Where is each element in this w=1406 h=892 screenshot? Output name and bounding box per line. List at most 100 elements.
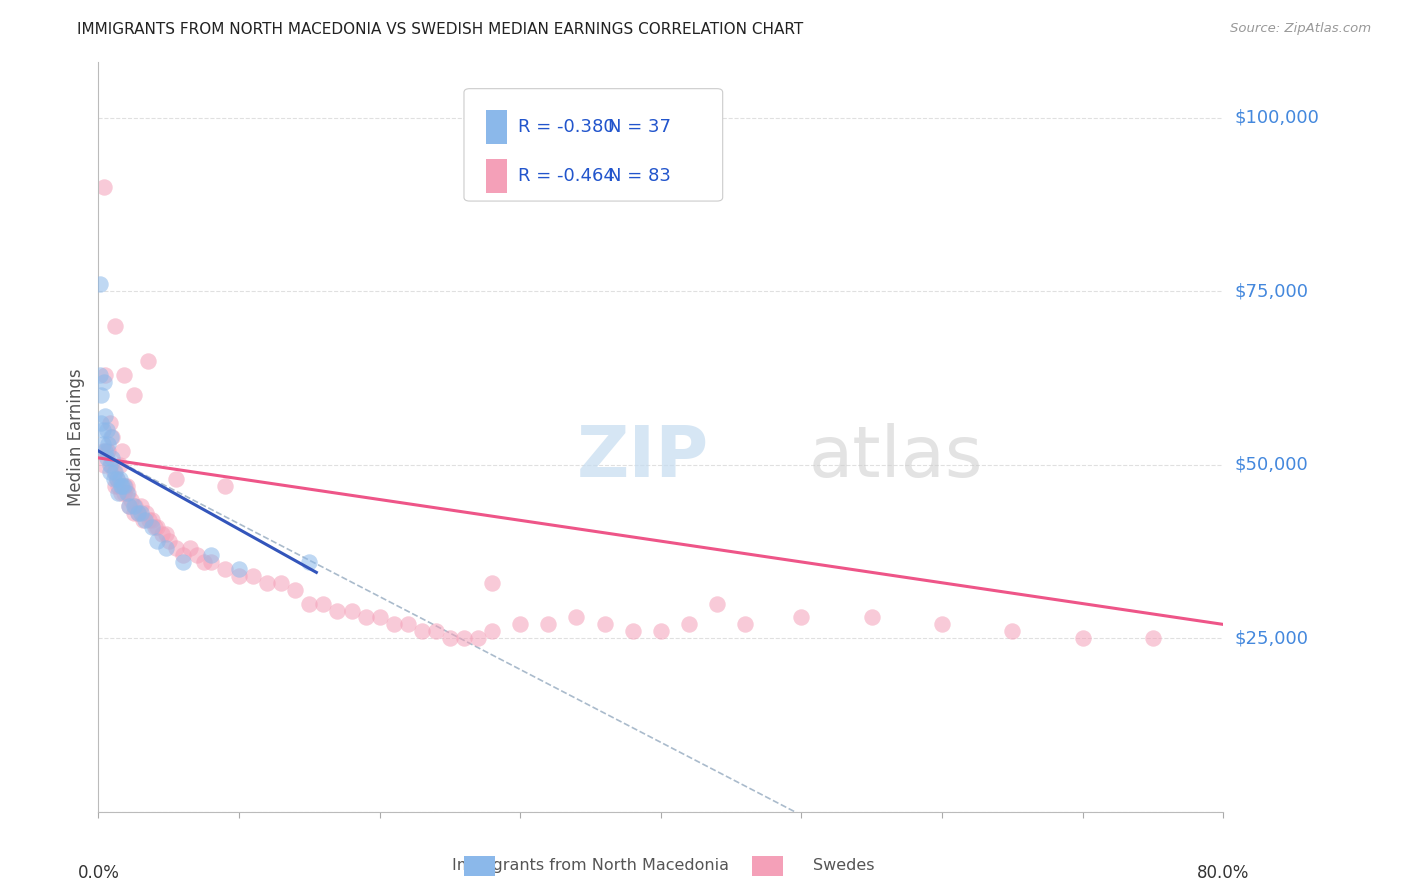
Point [96, 444, 118, 458]
Text: $25,000: $25,000 [1234, 629, 1309, 648]
Point [509, 617, 531, 632]
Point [89, 368, 111, 382]
Point [132, 513, 155, 527]
Point [115, 485, 138, 500]
Point [270, 575, 292, 590]
Point [396, 617, 419, 632]
Point [186, 548, 208, 562]
Point [214, 478, 236, 492]
Point [453, 632, 475, 646]
Point [117, 485, 139, 500]
Text: N = 83: N = 83 [607, 168, 671, 186]
Point [228, 569, 250, 583]
Point [790, 610, 813, 624]
Text: $50,000: $50,000 [1234, 456, 1308, 474]
Point [135, 507, 157, 521]
Point [91, 437, 114, 451]
Point [368, 610, 391, 624]
Point [242, 569, 264, 583]
Point [312, 597, 335, 611]
Point [104, 478, 127, 492]
Point [134, 513, 156, 527]
Point [129, 500, 152, 514]
Point [122, 500, 145, 514]
Point [150, 527, 173, 541]
Text: Immigrants from North Macedonia: Immigrants from North Macedonia [451, 858, 730, 872]
Point [104, 465, 127, 479]
Point [91, 423, 114, 437]
Point [678, 617, 700, 632]
Point [115, 478, 138, 492]
Point [127, 507, 149, 521]
Point [200, 555, 222, 569]
Point [105, 472, 128, 486]
Point [214, 562, 236, 576]
Text: IMMIGRANTS FROM NORTH MACEDONIA VS SWEDISH MEDIAN EARNINGS CORRELATION CHART: IMMIGRANTS FROM NORTH MACEDONIA VS SWEDI… [77, 22, 804, 37]
Point [141, 513, 163, 527]
Point [112, 368, 135, 382]
Text: $100,000: $100,000 [1234, 109, 1319, 127]
Point [129, 507, 152, 521]
Point [93, 458, 115, 472]
Point [100, 430, 122, 444]
Text: 0.0%: 0.0% [77, 863, 120, 882]
Point [97, 437, 120, 451]
Point [593, 617, 616, 632]
Point [179, 541, 201, 555]
Point [860, 610, 883, 624]
Point [650, 624, 672, 639]
Point [146, 520, 169, 534]
Point [98, 458, 121, 472]
Point [90, 388, 112, 402]
Point [155, 541, 177, 555]
Point [107, 478, 129, 492]
Point [93, 375, 115, 389]
Point [537, 617, 560, 632]
Text: 80.0%: 80.0% [1197, 863, 1250, 882]
Point [118, 500, 141, 514]
Point [193, 555, 215, 569]
Point [90, 416, 112, 430]
Point [98, 416, 121, 430]
Bar [486, 111, 506, 144]
Point [165, 472, 187, 486]
Text: atlas: atlas [808, 424, 983, 492]
Point [298, 555, 321, 569]
Point [354, 610, 377, 624]
Point [284, 582, 307, 597]
Text: Source: ZipAtlas.com: Source: ZipAtlas.com [1230, 22, 1371, 36]
Text: N = 37: N = 37 [607, 118, 671, 136]
Point [100, 458, 122, 472]
Point [200, 548, 222, 562]
Point [481, 575, 503, 590]
Point [94, 444, 117, 458]
Point [256, 575, 278, 590]
Point [706, 597, 728, 611]
Text: R = -0.464: R = -0.464 [517, 168, 614, 186]
Point [96, 423, 118, 437]
Point [122, 507, 145, 521]
Point [108, 458, 131, 472]
Point [155, 527, 177, 541]
Point [107, 485, 129, 500]
Point [141, 520, 163, 534]
Point [127, 507, 149, 521]
Point [110, 485, 132, 500]
Point [97, 444, 120, 458]
Point [108, 472, 131, 486]
Text: R = -0.380: R = -0.380 [517, 118, 614, 136]
Point [439, 632, 461, 646]
Point [143, 520, 166, 534]
Point [146, 534, 169, 549]
Point [481, 624, 503, 639]
Point [1071, 632, 1094, 646]
Text: Swedes: Swedes [813, 858, 875, 872]
Point [425, 624, 447, 639]
Point [326, 603, 349, 617]
Point [931, 617, 953, 632]
Text: $75,000: $75,000 [1234, 283, 1309, 301]
Point [1001, 624, 1024, 639]
Point [91, 444, 114, 458]
Point [157, 534, 180, 549]
Point [411, 624, 433, 639]
